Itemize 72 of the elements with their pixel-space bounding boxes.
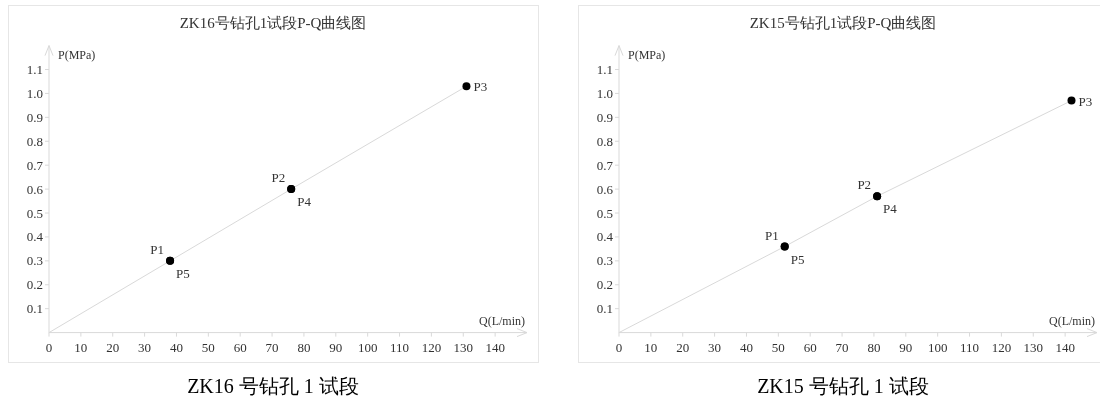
x-tick-label: 110 (390, 339, 410, 355)
y-tick-label: 0.8 (596, 133, 613, 149)
x-tick-label: 80 (867, 339, 881, 355)
x-tick-label: 90 (329, 339, 343, 355)
annotation: P5 (176, 265, 190, 281)
y-tick-label: 1.1 (26, 62, 43, 78)
y-axis-title: P(MPa) (58, 47, 96, 62)
x-axis-title: Q(L/min) (1049, 313, 1095, 328)
x-tick-label: 30 (138, 339, 152, 355)
x-tick-label: 130 (1023, 339, 1044, 355)
y-tick-label: 1.1 (596, 62, 613, 78)
x-tick-label: 40 (169, 339, 183, 355)
y-tick-label: 0.1 (596, 301, 613, 317)
y-tick-label: 0.2 (26, 277, 43, 293)
y-tick-label: 0.5 (26, 205, 43, 221)
x-tick-label: 50 (201, 339, 215, 355)
x-tick-label: 100 (357, 339, 378, 355)
y-tick-label: 0.3 (26, 253, 43, 269)
x-tick-label: 80 (297, 339, 311, 355)
x-tick-label: 110 (960, 339, 980, 355)
x-tick-label: 10 (74, 339, 88, 355)
point (462, 82, 471, 91)
chart-title: ZK15号钻孔1试段P-Q曲线图 (749, 15, 937, 31)
x-tick-label: 90 (899, 339, 913, 355)
y-tick-label: 0.9 (26, 109, 43, 125)
text: ZK15 号钻孔 1 试段 (757, 375, 929, 397)
x-tick-label: 0 (615, 339, 623, 355)
x-tick-label: 10 (644, 339, 658, 355)
x-tick-label: 100 (927, 339, 948, 355)
y-tick-label: 0.4 (26, 229, 44, 245)
x-tick-label: 20 (106, 339, 120, 355)
x-tick-label: 30 (708, 339, 722, 355)
annotation: P1 (764, 227, 779, 243)
x-tick-label: 140 (1055, 339, 1075, 355)
text: ZK16 号钻孔 1 试段 (187, 375, 359, 397)
y-axis-title: P(MPa) (628, 47, 666, 62)
x-tick-label: 70 (835, 339, 849, 355)
point (1067, 96, 1076, 105)
x-tick-label: 50 (771, 339, 785, 355)
y-tick-label: 0.4 (596, 229, 614, 245)
annotation: P1 (150, 241, 165, 257)
y-tick-label: 0.3 (596, 253, 613, 269)
y-tick-label: 0.2 (596, 277, 613, 293)
annotation: P3 (473, 79, 488, 95)
y-tick-label: 1.0 (26, 85, 43, 101)
x-tick-label: 0 (45, 339, 53, 355)
annotation: P5 (790, 251, 805, 267)
x-tick-label: 120 (991, 339, 1012, 355)
x-tick-label: 60 (803, 339, 817, 355)
annotation: P4 (883, 201, 898, 217)
y-tick-label: 0.5 (596, 205, 613, 221)
annotation: P2 (271, 170, 286, 186)
x-tick-label: 140 (485, 339, 505, 355)
x-tick-label: 40 (739, 339, 753, 355)
y-tick-label: 0.7 (26, 157, 44, 173)
y-tick-label: 0.7 (596, 157, 614, 173)
annotation: P4 (297, 194, 312, 210)
y-tick-label: 0.6 (26, 181, 44, 197)
annotation: P2 (857, 177, 872, 193)
y-tick-label: 1.0 (596, 85, 613, 101)
x-tick-label: 20 (676, 339, 690, 355)
annotation: P3 (1078, 93, 1093, 109)
x-tick-label: 70 (265, 339, 279, 355)
y-tick-label: 0.8 (26, 133, 43, 149)
y-tick-label: 0.6 (596, 181, 614, 197)
y-tick-label: 0.9 (596, 109, 613, 125)
x-axis-title: Q(L/min) (479, 313, 525, 328)
x-tick-label: 130 (453, 339, 474, 355)
y-tick-label: 0.1 (26, 301, 43, 317)
x-tick-label: 120 (421, 339, 442, 355)
chart-title: ZK16号钻孔1试段P-Q曲线图 (179, 15, 367, 31)
x-tick-label: 60 (233, 339, 247, 355)
